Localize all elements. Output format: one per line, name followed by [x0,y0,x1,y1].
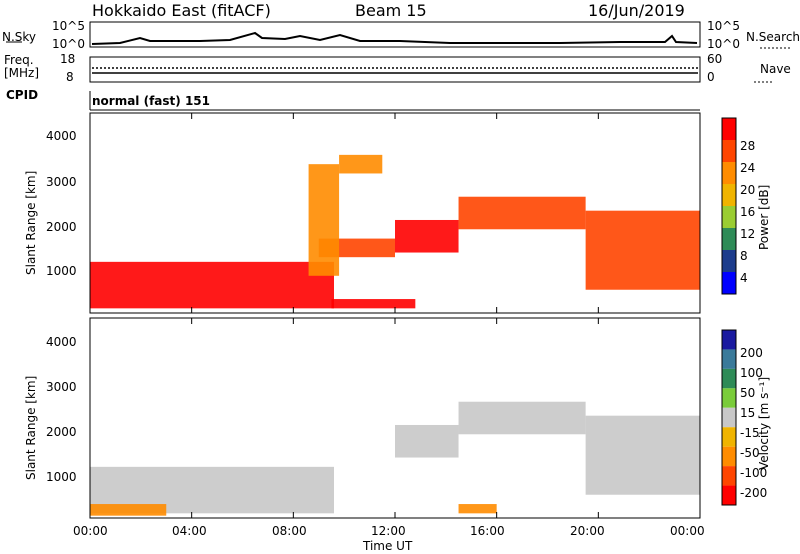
velocity-cb-tick: 50 [740,386,756,400]
velocity-colorbar-segment [722,330,736,350]
x-tick: 16:00 [470,524,505,538]
nsky-label: N.Sky [2,30,37,44]
velocity-cb-tick: 15 [740,406,756,420]
velocity-colorbar-segment [722,466,736,486]
velocity-ytick: 1000 [46,470,77,484]
date-label: 16/Jun/2019 [588,1,685,20]
velocity-colorbar-segment [722,388,736,408]
velocity-band [458,401,586,435]
noise-panel-frame [89,21,701,48]
power-cb-tick: 20 [740,183,756,197]
nave-tick-bottom: 0 [707,70,715,84]
velocity-cb-tick: 100 [740,366,763,380]
power-band [339,154,383,174]
power-ytick: 3000 [46,175,77,189]
radar-title: Hokkaido East (fitACF) [92,1,271,20]
velocity-cb-tick: -100 [740,466,768,480]
nsearch-tick-bottom: 10^0 [707,37,740,51]
x-tick: 00:00 [73,524,108,538]
nave-label: Nave [760,62,791,76]
velocity-cb-tick: 200 [740,346,763,360]
x-tick-marks [89,113,701,518]
velocity-band [458,504,497,514]
power-ytick: 4000 [46,129,77,143]
power-band [331,299,416,309]
nsearch-tick-top: 10^5 [707,19,740,33]
power-band [308,164,340,276]
beam-label: Beam 15 [355,1,427,20]
power-colorbar-segment [722,162,736,184]
velocity-colorbar-segment [722,446,736,467]
velocity-heatmap [90,401,700,516]
velocity-colorbar-segment [722,407,736,428]
power-heatmap [90,154,700,309]
velocity-colorbar-segment [722,427,736,447]
cpid-value: normal (fast) 151 [92,94,210,108]
velocity-colorbar-segment [722,349,736,369]
power-cb-tick: 4 [740,271,748,285]
nsky-tick-bottom: 10^0 [52,37,85,51]
power-colorbar [721,117,737,295]
velocity-band [90,504,167,516]
power-cb-tick: 24 [740,161,756,175]
nsky-tick-top: 10^5 [52,19,85,33]
nave-tick-top: 60 [707,52,723,66]
freq-panel-frame [89,56,701,83]
velocity-ytick: 3000 [46,380,77,394]
x-tick: 08:00 [272,524,307,538]
power-colorbar-segment [722,228,736,250]
velocity-ytick: 2000 [46,425,77,439]
power-cb-tick: 12 [740,227,756,241]
power-cb-tick: 8 [740,249,748,263]
velocity-colorbar [721,329,737,506]
nsearch-label: N.Search [746,30,800,44]
cpid-label: CPID [6,88,39,102]
velocity-cb-tick: -50 [740,446,760,460]
power-colorbar-segment [722,272,736,294]
freq-label-2: [MHz] [4,66,40,80]
power-band [458,196,586,230]
power-ytick: 1000 [46,264,77,278]
freq-tick-top: 18 [60,52,76,66]
x-tick: 20:00 [570,524,605,538]
power-band [585,210,700,290]
x-tick: 04:00 [172,524,207,538]
power-band [90,261,334,309]
x-tick: 00:00 [670,524,705,538]
power-cb-tick: 28 [740,139,756,153]
velocity-band [585,415,700,495]
power-ytick: 2000 [46,220,77,234]
freq-label-1: Freq. [4,53,34,67]
noise-sky-line [91,31,698,45]
velocity-ytick: 4000 [46,335,77,349]
power-colorbar-frame [721,117,737,295]
power-band [395,219,459,253]
power-colorbar-segment [722,206,736,228]
velocity-colorbar-segment [722,368,736,389]
x-tick: 12:00 [371,524,406,538]
power-colorbar-segment [722,118,736,140]
velocity-colorbar-frame [721,329,737,506]
x-axis-label: Time UT [363,539,413,553]
power-colorbar-segment [722,140,736,162]
velocity-cb-tick: -200 [740,486,768,500]
velocity-band [395,424,459,458]
power-cb-tick: 16 [740,205,756,219]
velocity-cb-tick: -15 [740,426,760,440]
power-colorbar-segment [722,184,736,206]
velocity-colorbar-segment [722,485,736,505]
power-colorbar-segment [722,250,736,272]
freq-tick-bottom: 8 [66,70,74,84]
